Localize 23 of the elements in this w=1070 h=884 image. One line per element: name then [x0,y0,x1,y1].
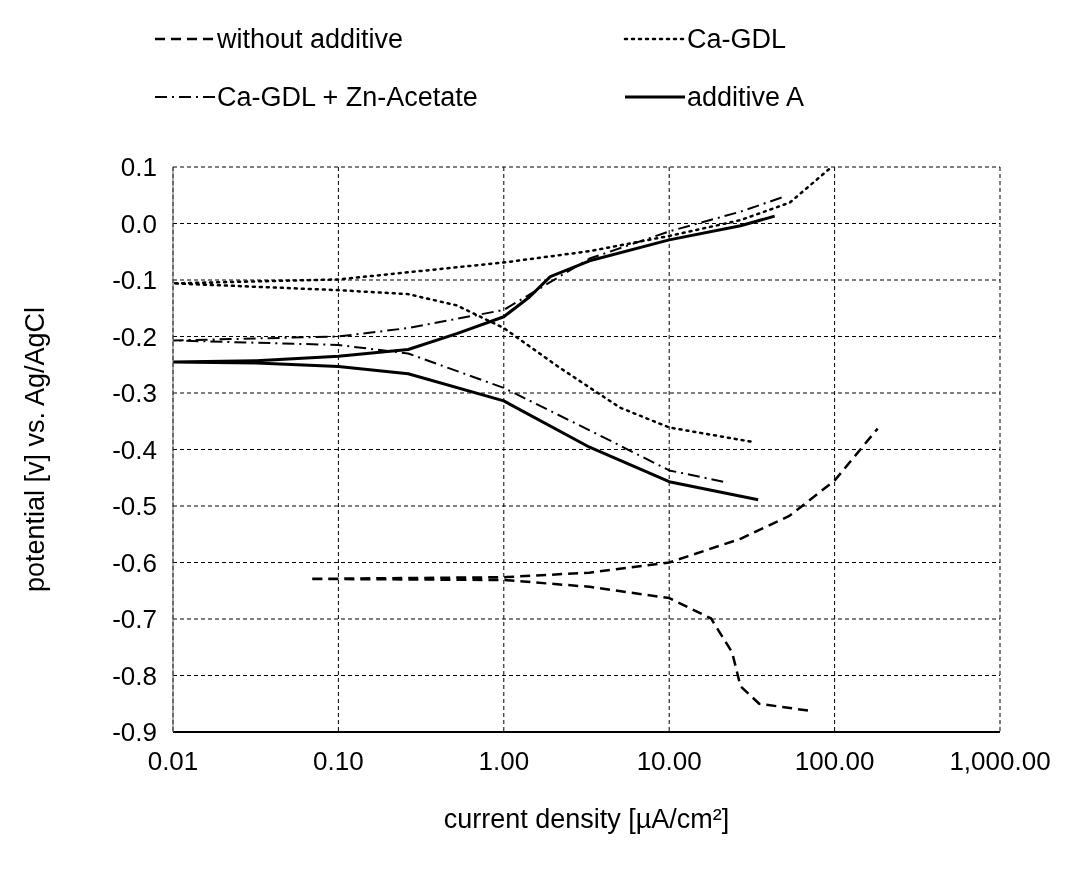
x-axis-title: current density [µA/cm²] [443,804,730,834]
legend-label: Ca-GDL [687,23,787,55]
y-tick-label: -0.2 [112,321,157,352]
y-axis-title: potential [v] vs. Ag/AgCl [19,306,50,593]
legend-label: Ca-GDL + Zn-Acetate [217,81,478,113]
x-tick-label: 1,000.00 [949,746,1051,777]
y-tick-label: -0.3 [112,378,157,409]
x-tick-label: 100.00 [794,746,875,777]
y-tick-label: -0.1 [112,265,157,296]
y-tick-label: -0.6 [112,547,157,578]
y-tick-label: -0.8 [112,660,157,691]
x-tick-label: 1.00 [478,746,530,777]
x-tick-label: 0.10 [313,746,364,777]
y-tick-label: -0.9 [112,717,157,748]
legend-label: additive A [687,81,805,113]
y-tick-label: -0.5 [112,491,157,522]
x-tick-label: 0.01 [147,746,199,777]
y-tick-label: -0.4 [112,434,157,465]
y-tick-label: 0.0 [120,208,157,239]
x-tick-label: 10.00 [636,746,702,777]
legend-label: without additive [217,23,404,55]
y-tick-label: 0.1 [120,152,157,183]
y-tick-label: -0.7 [112,604,157,635]
